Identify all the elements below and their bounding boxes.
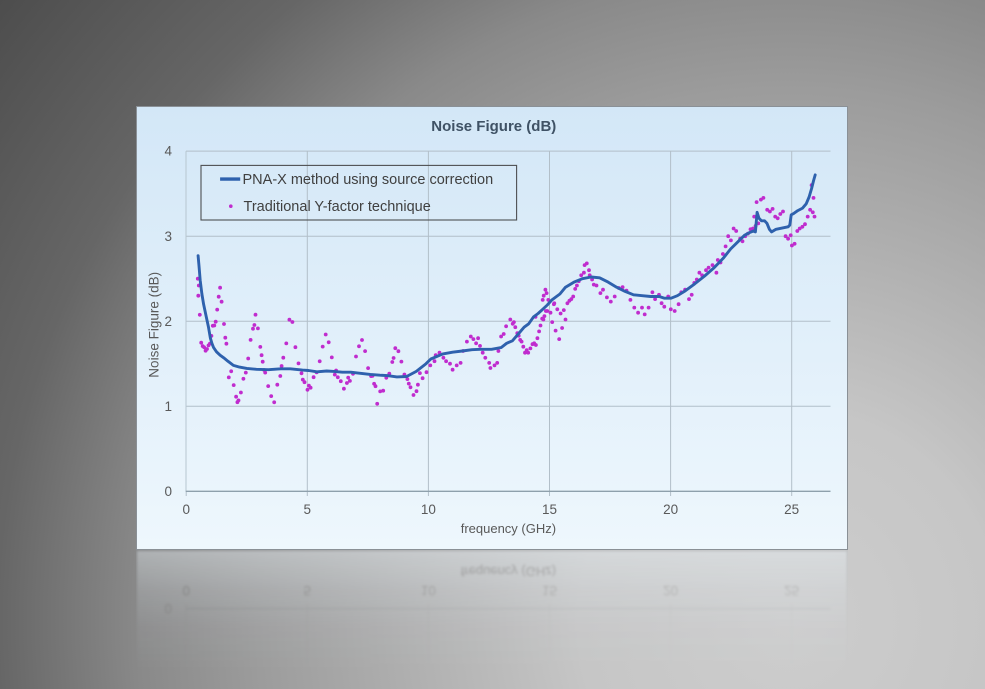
- svg-text:25: 25: [784, 583, 799, 598]
- svg-text:0: 0: [182, 583, 190, 598]
- svg-text:25: 25: [784, 502, 799, 517]
- svg-text:3: 3: [164, 229, 172, 244]
- svg-text:PNA-X method using source corr: PNA-X method using source correction: [243, 172, 494, 188]
- svg-text:20: 20: [663, 583, 678, 598]
- svg-text:20: 20: [663, 502, 678, 517]
- svg-text:0: 0: [182, 502, 190, 517]
- svg-text:1: 1: [164, 399, 172, 414]
- svg-text:frequency (GHz): frequency (GHz): [461, 521, 556, 536]
- svg-text:4: 4: [164, 144, 172, 159]
- svg-text:0: 0: [164, 484, 172, 499]
- svg-text:Noise Figure (dB): Noise Figure (dB): [147, 272, 162, 378]
- svg-text:0: 0: [164, 601, 172, 616]
- svg-text:10: 10: [421, 583, 436, 598]
- svg-text:frequency (GHz): frequency (GHz): [461, 564, 556, 579]
- svg-text:2: 2: [164, 314, 172, 329]
- svg-text:10: 10: [421, 502, 436, 517]
- svg-text:1: 1: [164, 686, 172, 689]
- svg-text:Noise Figure (dB): Noise Figure (dB): [431, 118, 556, 135]
- svg-text:15: 15: [542, 583, 557, 598]
- svg-text:Traditional Y-factor technique: Traditional Y-factor technique: [244, 199, 431, 215]
- svg-text:15: 15: [542, 502, 557, 517]
- svg-text:5: 5: [304, 583, 312, 598]
- svg-text:5: 5: [304, 502, 312, 517]
